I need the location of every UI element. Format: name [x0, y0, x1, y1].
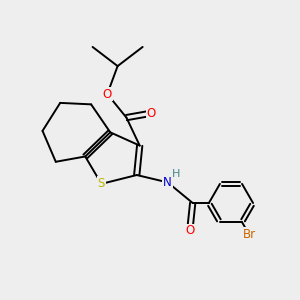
Text: S: S — [98, 177, 105, 190]
Text: H: H — [172, 169, 180, 179]
Text: O: O — [103, 88, 112, 100]
Text: O: O — [147, 107, 156, 120]
Text: Br: Br — [243, 228, 256, 242]
Text: O: O — [185, 224, 194, 238]
Text: N: N — [163, 176, 172, 189]
